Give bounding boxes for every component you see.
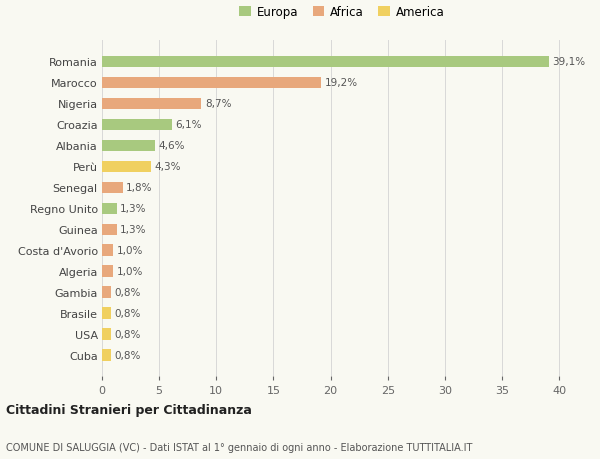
- Text: 4,6%: 4,6%: [158, 141, 185, 151]
- Legend: Europa, Africa, America: Europa, Africa, America: [237, 4, 447, 21]
- Bar: [102, 161, 151, 173]
- Text: 0,8%: 0,8%: [115, 350, 141, 360]
- Bar: [102, 98, 202, 110]
- Text: 0,8%: 0,8%: [115, 288, 141, 297]
- Text: Cittadini Stranieri per Cittadinanza: Cittadini Stranieri per Cittadinanza: [6, 403, 252, 416]
- Text: 1,8%: 1,8%: [126, 183, 152, 193]
- Bar: [102, 308, 111, 319]
- Bar: [102, 224, 117, 235]
- Bar: [102, 56, 549, 68]
- Text: 0,8%: 0,8%: [115, 330, 141, 340]
- Bar: [102, 287, 111, 298]
- Bar: [102, 245, 113, 257]
- Bar: [102, 350, 111, 361]
- Text: 1,3%: 1,3%: [120, 225, 147, 235]
- Text: 6,1%: 6,1%: [175, 120, 202, 130]
- Text: 19,2%: 19,2%: [325, 78, 358, 88]
- Bar: [102, 329, 111, 340]
- Bar: [102, 140, 155, 152]
- Bar: [102, 182, 122, 194]
- Bar: [102, 78, 322, 89]
- Text: 1,3%: 1,3%: [120, 204, 147, 214]
- Text: 0,8%: 0,8%: [115, 308, 141, 319]
- Text: 4,3%: 4,3%: [155, 162, 181, 172]
- Bar: [102, 203, 117, 215]
- Text: 1,0%: 1,0%: [117, 246, 143, 256]
- Text: 8,7%: 8,7%: [205, 99, 232, 109]
- Text: COMUNE DI SALUGGIA (VC) - Dati ISTAT al 1° gennaio di ogni anno - Elaborazione T: COMUNE DI SALUGGIA (VC) - Dati ISTAT al …: [6, 442, 472, 452]
- Bar: [102, 119, 172, 131]
- Text: 39,1%: 39,1%: [552, 57, 586, 67]
- Text: 1,0%: 1,0%: [117, 267, 143, 277]
- Bar: [102, 266, 113, 277]
